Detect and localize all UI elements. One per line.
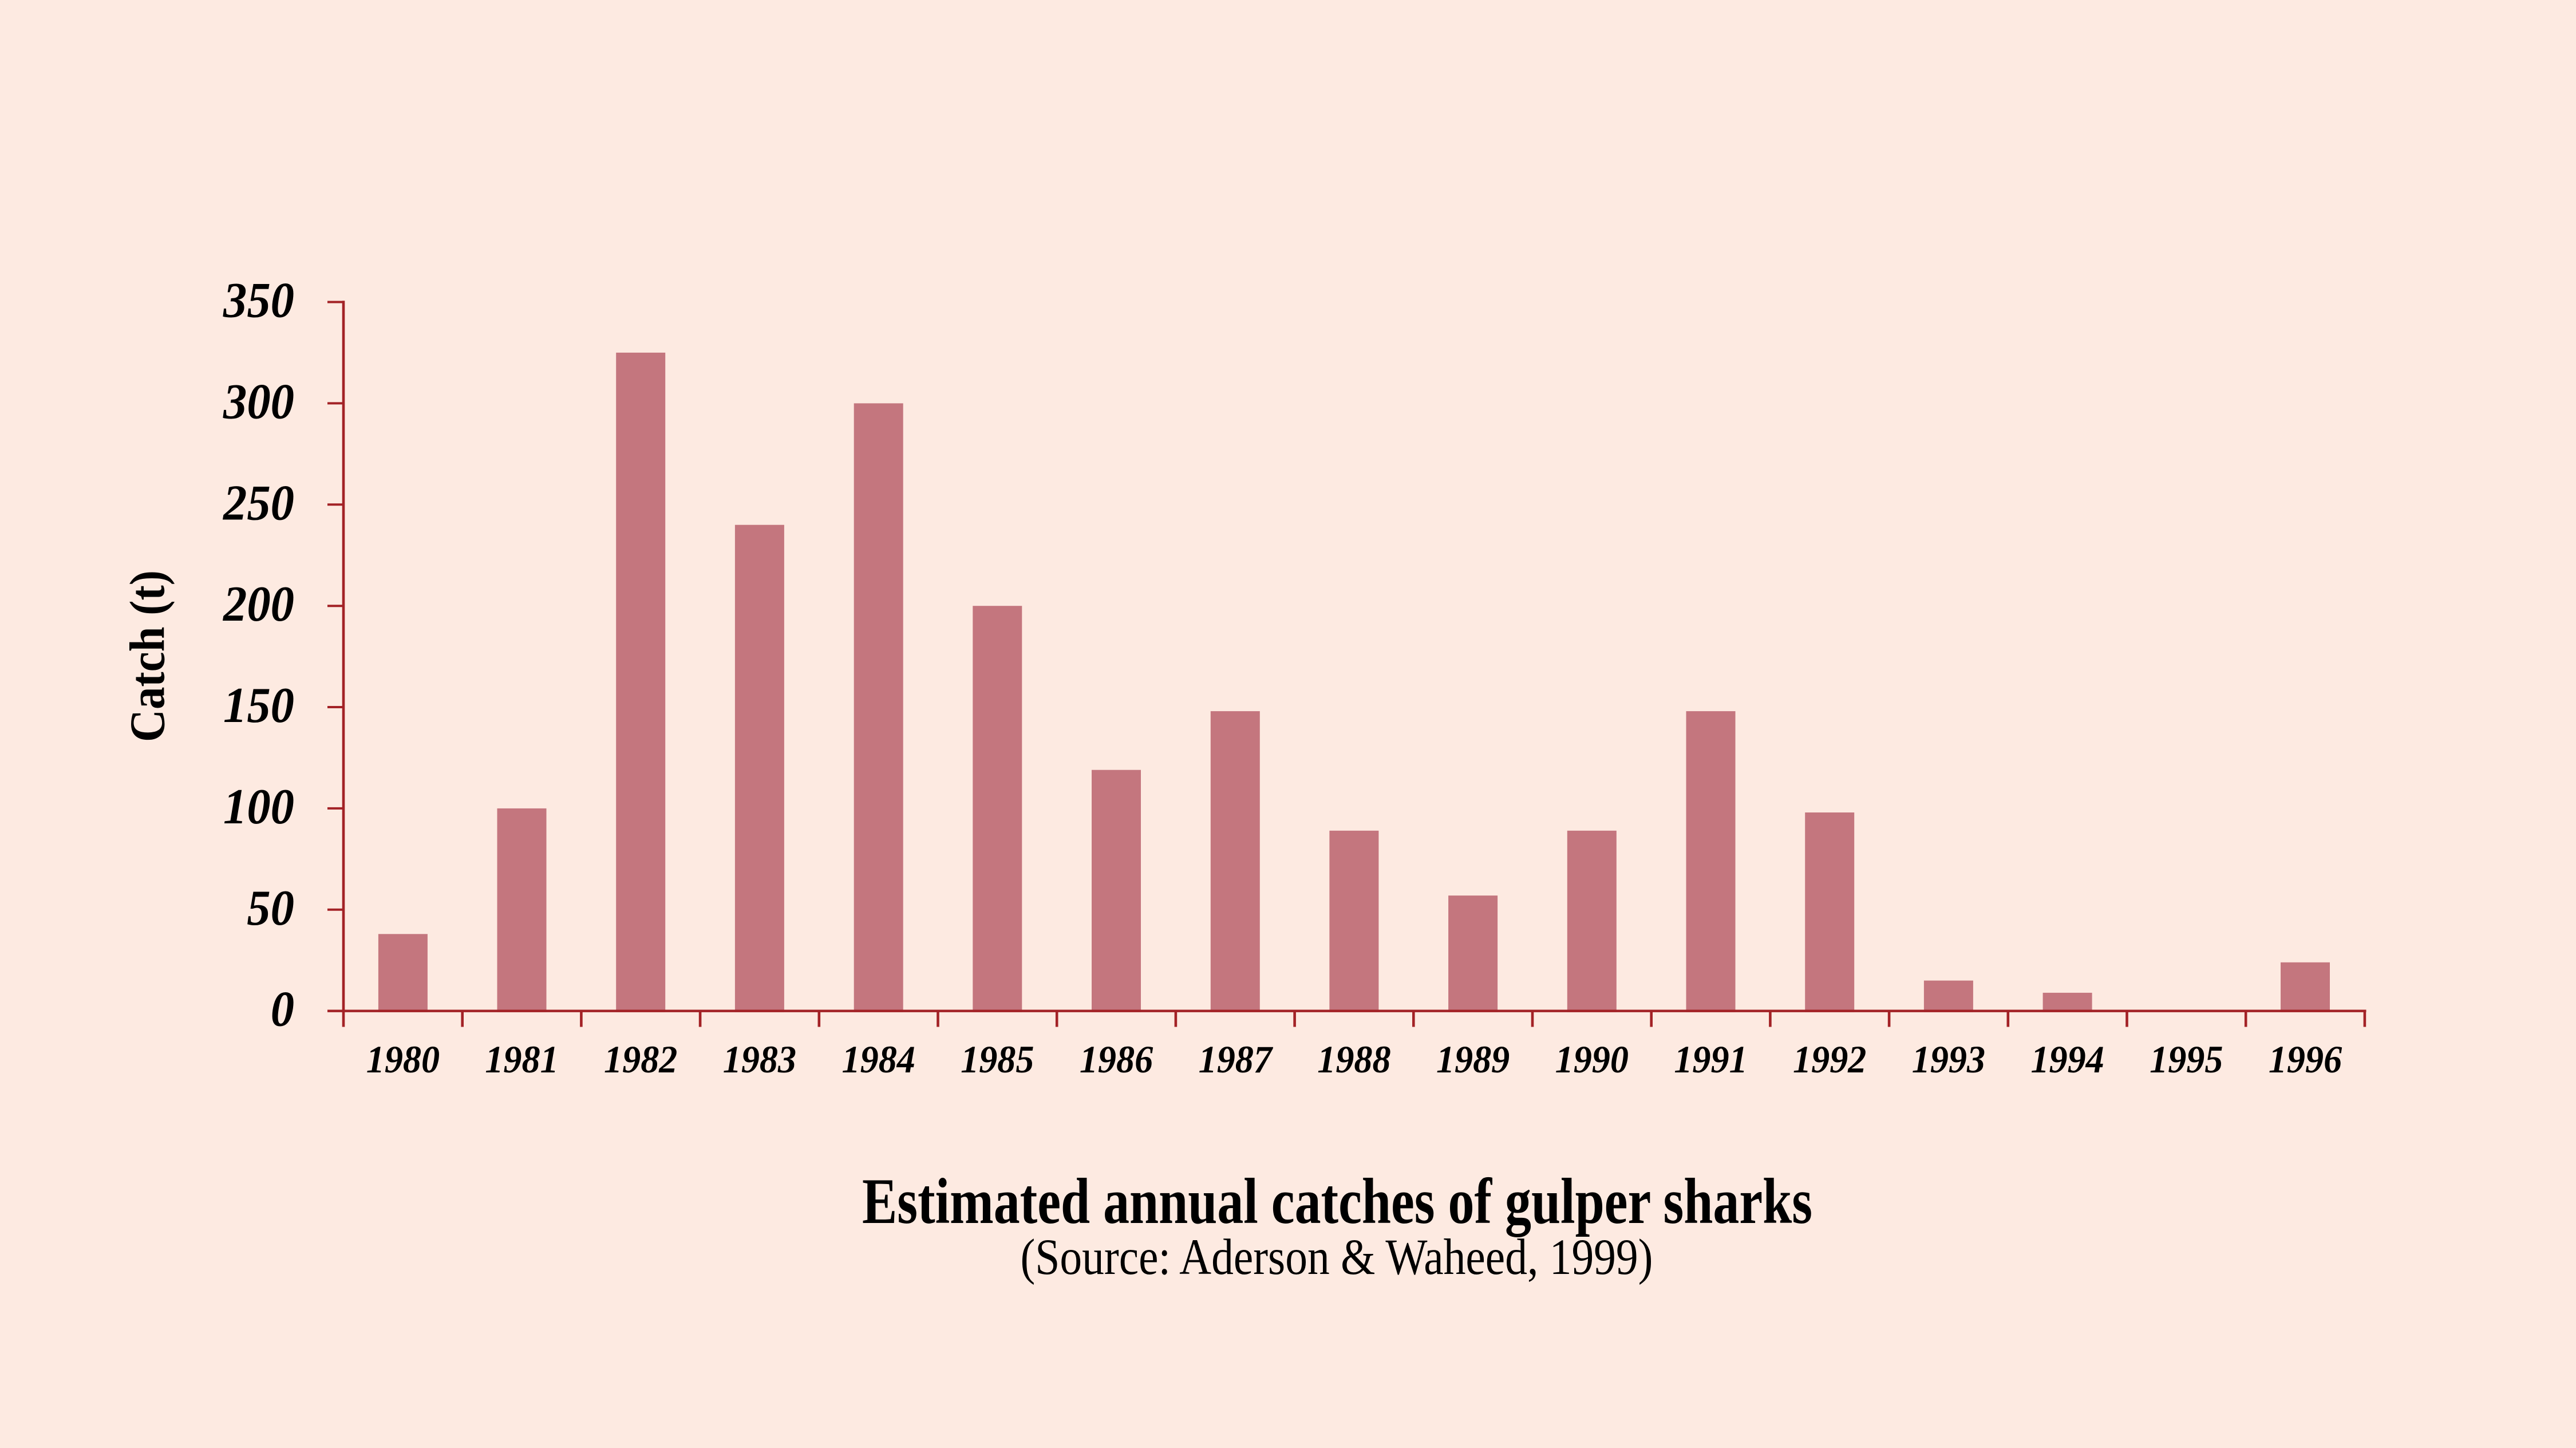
svg-text:1986: 1986 [1080, 1037, 1153, 1081]
svg-text:1990: 1990 [1555, 1037, 1629, 1081]
svg-text:1996: 1996 [2269, 1037, 2342, 1081]
svg-text:1992: 1992 [1793, 1037, 1866, 1081]
svg-text:300: 300 [223, 374, 294, 429]
svg-text:1985: 1985 [961, 1037, 1034, 1081]
svg-text:(Source: Aderson & Waheed, 199: (Source: Aderson & Waheed, 1999) [1021, 1229, 1653, 1285]
svg-text:0: 0 [271, 982, 294, 1037]
svg-text:1989: 1989 [1436, 1037, 1510, 1081]
svg-text:1988: 1988 [1317, 1037, 1390, 1081]
svg-text:1981: 1981 [485, 1037, 558, 1081]
svg-text:1980: 1980 [366, 1037, 440, 1081]
svg-text:1987: 1987 [1199, 1037, 1274, 1081]
svg-text:1991: 1991 [1674, 1037, 1747, 1081]
svg-text:1994: 1994 [2030, 1037, 2104, 1081]
svg-text:350: 350 [223, 273, 294, 329]
svg-text:Catch (t): Catch (t) [120, 570, 175, 742]
svg-text:1995: 1995 [2150, 1037, 2223, 1081]
svg-text:250: 250 [222, 475, 294, 531]
svg-text:1982: 1982 [604, 1037, 677, 1081]
svg-text:50: 50 [247, 881, 294, 936]
svg-text:Estimated annual catches of gu: Estimated annual catches of gulper shark… [862, 1166, 1812, 1237]
svg-text:1993: 1993 [1912, 1037, 1985, 1081]
svg-text:1984: 1984 [842, 1037, 915, 1081]
svg-text:200: 200 [222, 577, 294, 632]
svg-text:150: 150 [223, 678, 294, 733]
svg-text:1983: 1983 [723, 1037, 796, 1081]
svg-text:100: 100 [223, 779, 294, 835]
